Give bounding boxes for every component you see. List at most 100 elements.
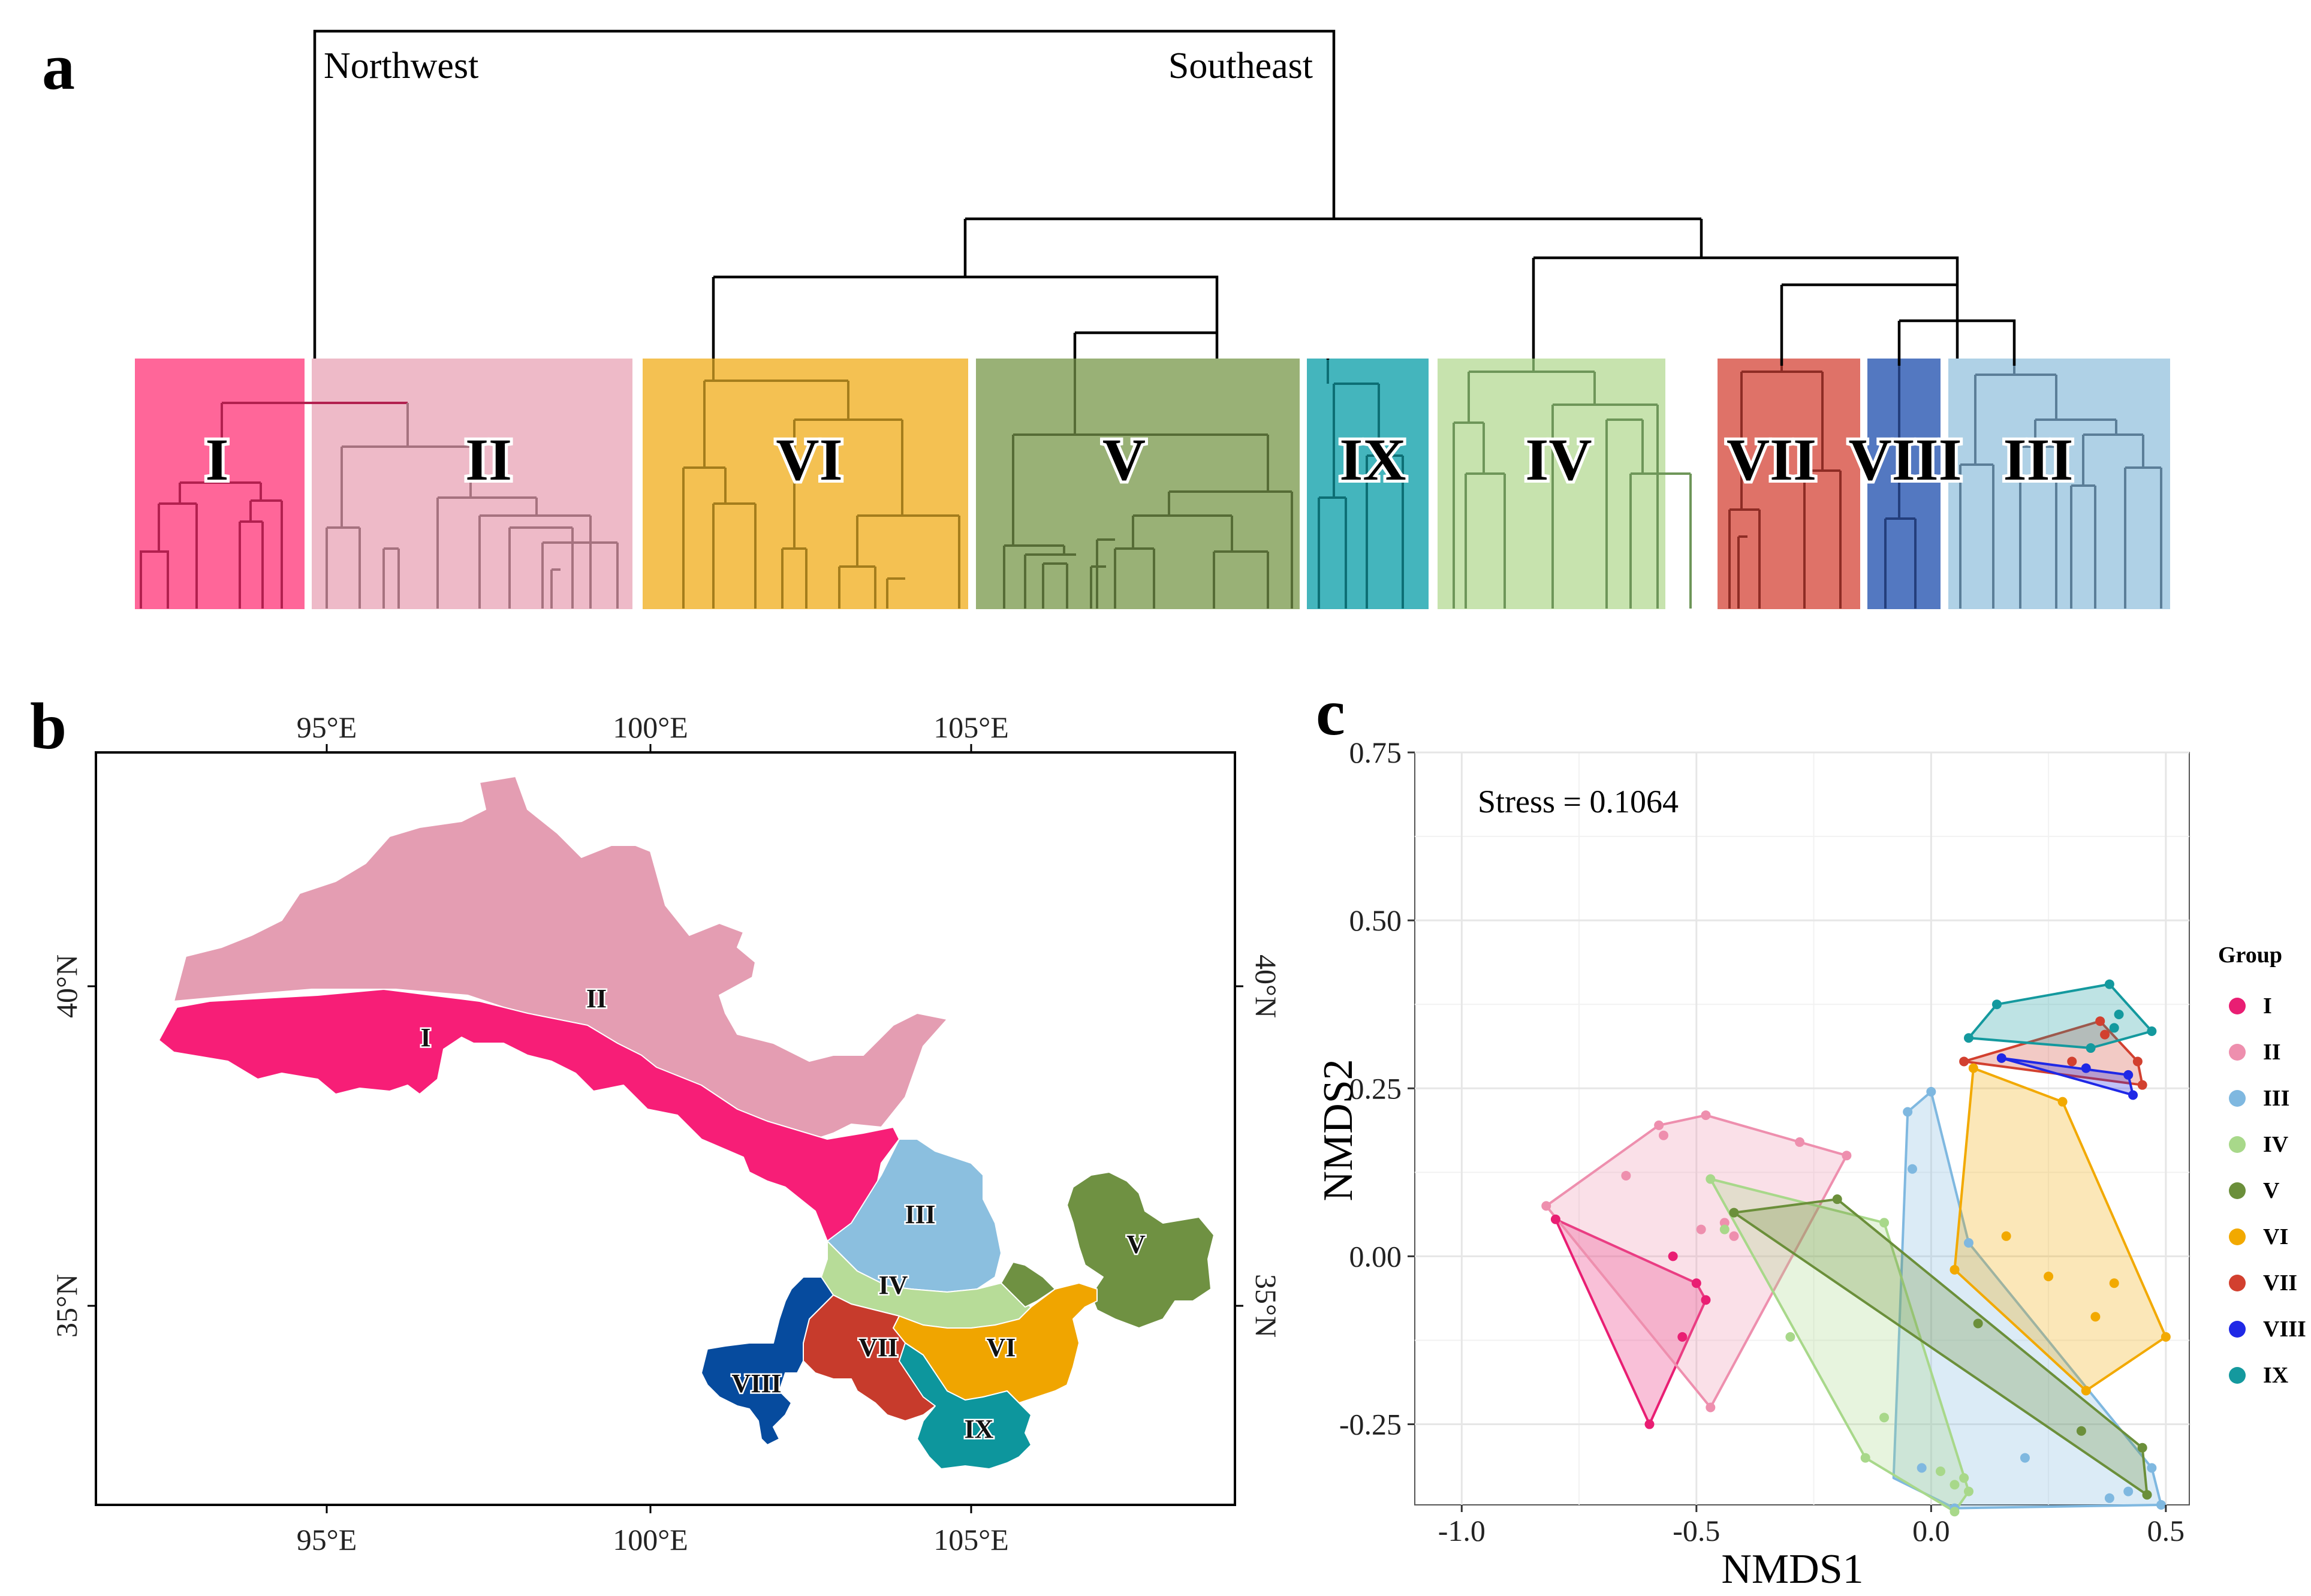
x-tick-label: -0.5 <box>1673 1514 1720 1547</box>
point-I <box>1644 1419 1655 1429</box>
point-I <box>1691 1278 1701 1288</box>
lon-top-105: 105°E <box>933 710 1009 744</box>
point-III <box>1903 1107 1913 1117</box>
subtree-II <box>326 403 619 609</box>
map-label-V: V <box>1126 1230 1146 1259</box>
y-tick-label: 0.00 <box>1349 1239 1402 1273</box>
point-IX <box>2114 1010 2124 1020</box>
point-II <box>1729 1231 1739 1241</box>
point-III <box>2020 1453 2030 1463</box>
point-III <box>2104 1493 2114 1503</box>
point-III <box>1926 1086 1936 1097</box>
y-axis-title: NMDS2 <box>1315 1059 1361 1201</box>
x-tick-label: 0.0 <box>1912 1514 1950 1547</box>
point-III <box>1908 1164 1918 1174</box>
point-VII <box>2067 1056 2077 1067</box>
cluster-box-V <box>976 359 1300 609</box>
point-VIII <box>2128 1090 2138 1100</box>
point-IV <box>1959 1473 1969 1483</box>
map-lon-labels: 95°E 100°E 105°E 95°E 100°E 105°E <box>297 710 1009 1556</box>
map-label-VIII: VIII <box>731 1369 781 1398</box>
point-VI <box>2001 1231 2011 1241</box>
subtree-IV <box>1453 359 1692 609</box>
map-label-VI: VI <box>987 1333 1016 1362</box>
point-II <box>1696 1224 1706 1234</box>
point-V <box>2142 1490 2152 1500</box>
point-IV <box>1706 1174 1716 1184</box>
map-frame <box>95 751 1236 1506</box>
point-IV <box>1879 1218 1890 1228</box>
point-IV <box>1785 1332 1795 1342</box>
subtree-VII <box>1728 366 1842 609</box>
point-III <box>1917 1463 1927 1473</box>
point-III <box>1963 1237 1973 1248</box>
point-II <box>1659 1130 1669 1140</box>
cluster-label-III: III <box>2003 426 2074 493</box>
legend-swatch-VI <box>2229 1228 2246 1245</box>
legend-label-III: III <box>2263 1086 2289 1111</box>
point-VI <box>1950 1264 1960 1275</box>
point-I <box>1701 1295 1711 1305</box>
point-IX <box>1991 999 2002 1010</box>
point-VII <box>2095 1016 2105 1026</box>
point-VIII <box>1996 1053 2006 1063</box>
panel-b: b 95°E 100°E 105°E 95°E 100°E 105°E 40°N… <box>30 689 1283 1556</box>
southeast-label: Southeast <box>1168 46 1313 86</box>
panel-a-letter: a <box>42 30 75 103</box>
cluster-label-I: I <box>206 426 229 493</box>
legend-label-IX: IX <box>2263 1363 2288 1388</box>
cluster-box-III <box>1948 359 2170 609</box>
cluster-label-V: V <box>1102 426 1146 493</box>
map-label-III: III <box>905 1200 935 1229</box>
x-tick-label: -1.0 <box>1438 1514 1486 1547</box>
point-II <box>1701 1110 1711 1121</box>
y-tick-label: 0.25 <box>1349 1071 1402 1105</box>
nmds-points <box>1541 979 2171 1517</box>
region-IX <box>899 1342 1032 1469</box>
cluster-label-VI: VI <box>776 426 842 493</box>
legend-swatch-VII <box>2229 1275 2246 1291</box>
map-label-II: II <box>586 984 607 1013</box>
map-region-labels: I II III IV V VI VII VIII IX <box>419 983 1147 1446</box>
point-VI <box>2081 1386 2091 1396</box>
point-IX <box>2147 1026 2157 1037</box>
map-ticks <box>88 744 1243 1513</box>
point-II <box>1842 1151 1852 1161</box>
point-II <box>1719 1218 1730 1228</box>
point-VIII <box>2123 1070 2134 1080</box>
point-VI <box>2090 1312 2101 1322</box>
point-VII <box>1959 1056 1969 1067</box>
northwest-label: Northwest <box>324 46 478 86</box>
lat-right-35: 35°N <box>1249 1274 1283 1338</box>
cluster-label-VII: VII <box>1727 426 1816 493</box>
legend-label-II: II <box>2263 1040 2281 1065</box>
map-label-IX: IX <box>965 1414 994 1444</box>
y-tick-label: 0.50 <box>1349 904 1402 937</box>
point-V <box>2076 1426 2086 1436</box>
point-III <box>2156 1500 2167 1510</box>
point-IV <box>1950 1480 1960 1490</box>
cluster-label-IX: IX <box>1339 426 1406 493</box>
nmds-gridlines <box>1415 751 2189 1505</box>
point-III <box>2123 1486 2134 1496</box>
point-I <box>1550 1214 1560 1224</box>
lat-right-40: 40°N <box>1249 954 1283 1018</box>
map-lat-labels: 40°N 35°N 40°N 35°N <box>50 954 1283 1338</box>
legend-swatch-III <box>2229 1090 2246 1107</box>
cluster-label-IV: IV <box>1525 426 1592 493</box>
point-I <box>1677 1332 1688 1342</box>
subtree-VIII <box>1884 366 1917 609</box>
subtree-III <box>1959 366 2162 609</box>
point-IX <box>2109 1023 2119 1033</box>
stress-annotation: Stress = 0.1064 <box>1478 784 1679 820</box>
lon-bottom-100: 100°E <box>613 1523 688 1556</box>
point-VI <box>2109 1278 2119 1288</box>
legend-label-IV: IV <box>2263 1132 2289 1157</box>
legend-label-VII: VII <box>2263 1270 2297 1296</box>
region-I <box>158 989 900 1248</box>
lon-bottom-105: 105°E <box>933 1523 1009 1556</box>
x-tick-label: 0.5 <box>2147 1514 2185 1547</box>
point-V <box>1832 1194 1842 1204</box>
